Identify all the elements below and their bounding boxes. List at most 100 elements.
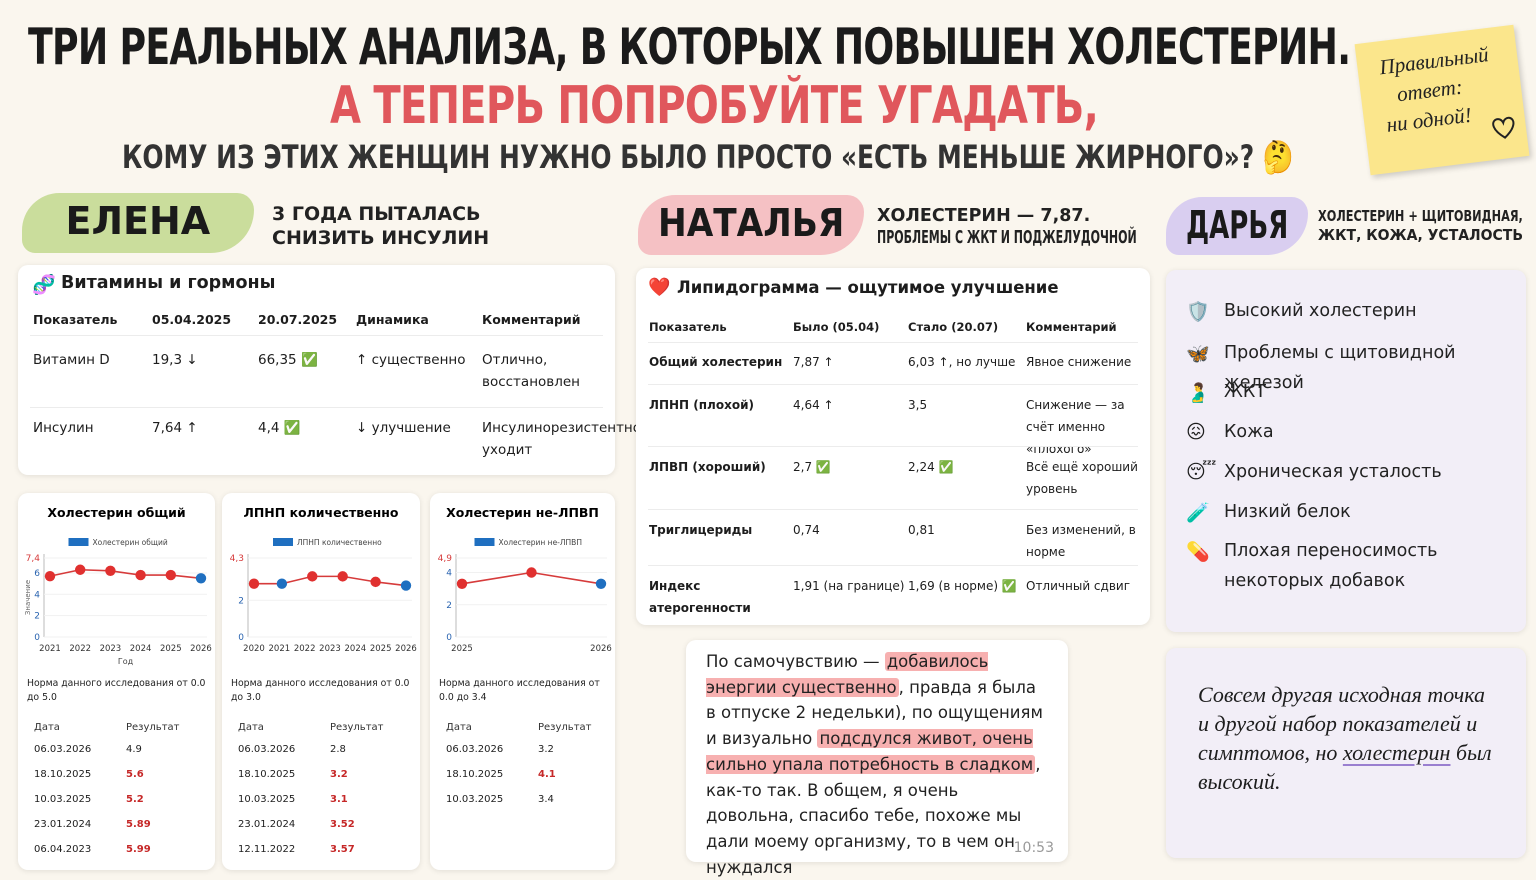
person-note: ХОЛЕСТЕРИН — 7,87. xyxy=(877,206,1091,226)
list-text: Хроническая усталость xyxy=(1224,462,1442,482)
table-header: Стало (20.07) xyxy=(908,320,999,334)
person-note: СНИЗИТЬ ИНСУЛИН xyxy=(272,226,490,249)
table-header: Было (05.04) xyxy=(793,320,880,334)
data-point xyxy=(248,578,260,589)
y-tick-label: 2 xyxy=(238,596,244,606)
legend-swatch xyxy=(273,538,293,546)
mini-table-date: 18.10.2025 xyxy=(238,769,296,780)
mini-table-result: 3.2 xyxy=(538,744,554,755)
mini-table-result: 5.2 xyxy=(126,794,144,805)
name-badge xyxy=(1166,197,1308,255)
table-cell: Витамин D xyxy=(33,352,110,368)
person-name: НАТАЛЬЯ xyxy=(658,201,845,245)
table-separator xyxy=(30,335,603,336)
y-tick-label: 7,4 xyxy=(26,554,41,564)
table-cell: Отлично, восстановлен xyxy=(482,352,581,390)
chat-segment: По самочувствию — xyxy=(706,652,885,671)
data-point xyxy=(276,578,288,589)
list-icon: 🧪 xyxy=(1186,502,1210,524)
x-tick-label: 2021 xyxy=(269,644,291,654)
mini-table-header: Дата xyxy=(446,722,472,733)
card-icon: ❤️ xyxy=(648,277,671,298)
list-text: Плохая переносимость некоторых добавок xyxy=(1224,541,1438,591)
name-badge xyxy=(638,195,864,255)
list-icon: 💊 xyxy=(1186,541,1210,563)
legend-label: Холестерин общий xyxy=(93,538,168,547)
y-tick-label: 4,9 xyxy=(438,554,453,564)
data-line xyxy=(49,568,202,580)
table-cell: Явное снижение xyxy=(1026,355,1132,369)
x-tick-label: 2026 xyxy=(590,644,612,654)
list-text: Кожа xyxy=(1224,422,1274,442)
list-icon: 🦋 xyxy=(1186,343,1210,365)
table-cell: 2,7 ✅ xyxy=(793,460,831,474)
data-point xyxy=(307,571,318,582)
data-point xyxy=(135,569,146,581)
table-cell: 4,4 ✅ xyxy=(258,420,301,436)
table-separator xyxy=(648,509,1138,510)
data-point xyxy=(105,565,116,577)
table-header: Показатель xyxy=(649,320,727,334)
data-point xyxy=(44,570,56,582)
y-tick-label: 0 xyxy=(446,633,452,643)
norm-text: Норма данного исследования от 0.0 до 3.4 xyxy=(439,678,600,703)
table-cell: Индекс атерогенности xyxy=(649,579,751,615)
data-point xyxy=(337,571,348,582)
table-header: Комментарий xyxy=(482,312,581,327)
mini-table-date: 10.03.2025 xyxy=(238,794,296,805)
x-tick-label: 2021 xyxy=(39,644,61,654)
title-line-3: КОМУ ИЗ ЭТИХ ЖЕНЩИН НУЖНО БЫЛО ПРОСТО «Е… xyxy=(122,138,1294,176)
legend-swatch xyxy=(474,538,495,546)
elena-card: 🧬 Витамины и гормоны Показатель 05.04.2025 2… xyxy=(18,265,664,475)
mini-chart-card: ЛПНП количественно ЛПНП количественно 0 2 4,… xyxy=(222,493,420,870)
summary-segment: Совсем другая исходная точка и другой на… xyxy=(1198,682,1485,765)
norm-text: Норма данного исследования от 0.0 до 5.0 xyxy=(27,678,206,703)
table-cell: 1,91 (на границе) xyxy=(793,579,905,593)
heart-shape xyxy=(1492,116,1515,139)
mini-table-date: 06.03.2026 xyxy=(238,744,296,755)
card-title: Витамины и гормоны xyxy=(61,273,276,293)
mini-table-result: 5.6 xyxy=(126,769,144,780)
mini-chart-card: Холестерин общий Холестерин общий 0 2 4 6 7,4 2… xyxy=(18,493,215,870)
person-name: ДАРЬЯ xyxy=(1186,203,1289,247)
data-point xyxy=(165,569,176,581)
y-tick-label: 4,3 xyxy=(230,554,244,564)
y-tick-label: 4 xyxy=(446,569,452,579)
y-tick-label: 2 xyxy=(34,612,40,622)
darya-card: 🛡️ Высокий холестерин 🦋 Проблемы с щитовидн… xyxy=(1166,270,1526,632)
summary-text: Совсем другая исходная точка и другой на… xyxy=(1198,680,1498,796)
x-tick-label: 2024 xyxy=(130,644,152,654)
list-icon: 😖 xyxy=(1186,421,1206,443)
table-cell: Всё ещё хороший уровень xyxy=(1026,460,1138,496)
title-line-2: А ТЕПЕРЬ ПОПРОБУЙТЕ УГАДАТЬ, xyxy=(330,76,1099,136)
data-point xyxy=(526,567,537,578)
mini-chart: Холестерин не-ЛПВП Холестерин не-ЛПВП 0 2 4 4… xyxy=(438,505,612,654)
table-header: 05.04.2025 xyxy=(152,312,232,327)
list-icon: 😴 xyxy=(1186,461,1217,483)
mini-table-result: 4.1 xyxy=(538,769,556,780)
mini-table-date: 06.04.2023 xyxy=(34,844,92,855)
x-tick-label: 2022 xyxy=(294,644,316,654)
x-tick-label: 2022 xyxy=(69,644,91,654)
table-separator xyxy=(648,565,1138,566)
mini-table-date: 18.10.2025 xyxy=(446,769,504,780)
person-name: ЕЛЕНА xyxy=(65,199,211,243)
table-separator xyxy=(648,446,1138,447)
mini-table-header: Результат xyxy=(538,722,592,733)
mini-table-result: 5.89 xyxy=(126,819,151,830)
table-header: Показатель xyxy=(33,312,118,327)
table-separator xyxy=(648,342,1138,343)
x-tick-label: 2025 xyxy=(160,644,182,654)
table-cell: 4,64 ↑ xyxy=(793,398,834,412)
norm-text: Норма данного исследования от 0.0 до 3.0 xyxy=(231,678,410,703)
table-cell: Триглицериды xyxy=(649,523,753,537)
chat-segment: , правда я была в отпуске 2 недельки), п… xyxy=(706,677,1043,749)
table-cell: 7,87 ↑ xyxy=(793,355,834,369)
mini-table-result: 5.99 xyxy=(126,844,151,855)
mini-table-date: 18.10.2025 xyxy=(34,769,92,780)
x-tick-label: 2023 xyxy=(100,644,122,654)
table-cell: 3,5 xyxy=(908,398,928,412)
person-note: 3 ГОДА ПЫТАЛАСЬ xyxy=(272,203,481,225)
heart-icon xyxy=(1492,116,1515,139)
y-axis-label: Значение xyxy=(24,580,32,615)
